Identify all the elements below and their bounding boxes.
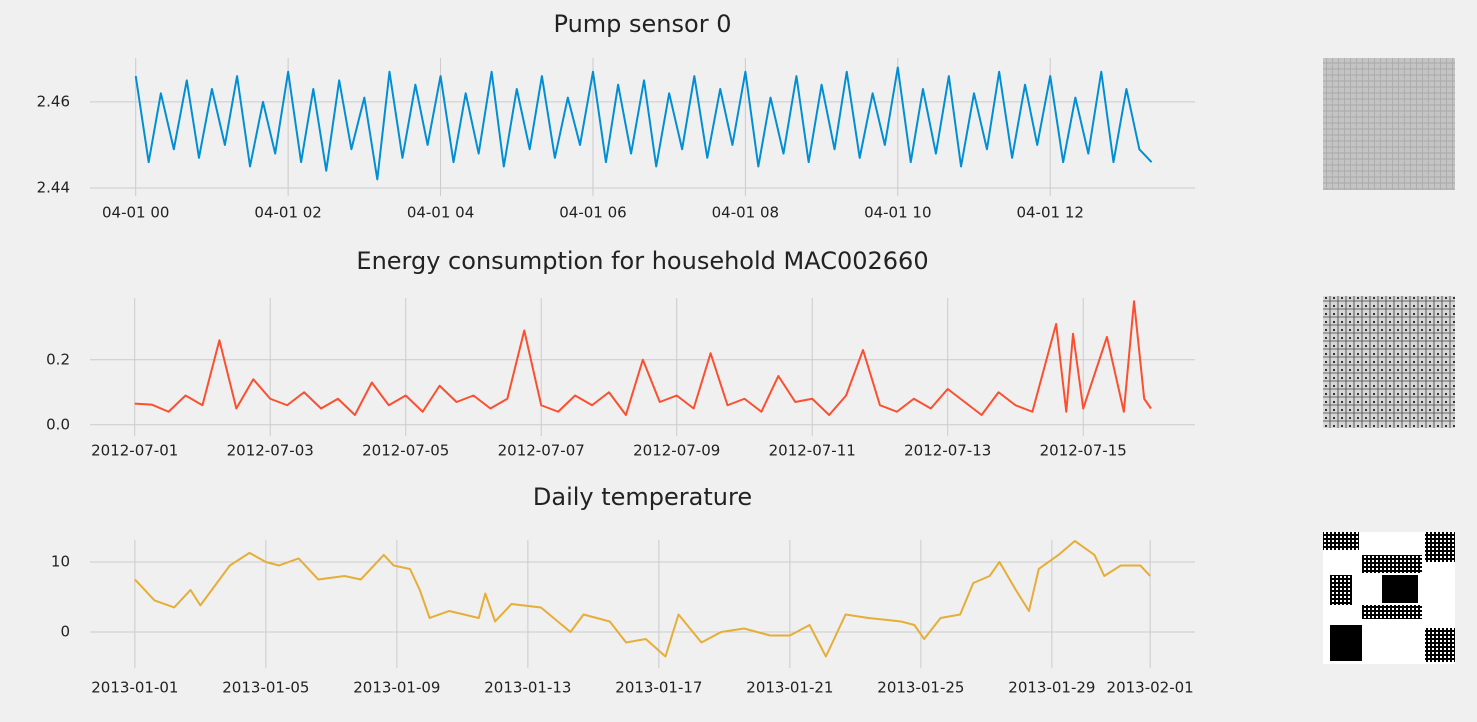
y-tick-label: 2.44 — [37, 179, 70, 197]
x-tick-label: 2013-01-13 — [484, 679, 571, 697]
x-tick-label: 2013-01-25 — [877, 679, 964, 697]
data-line — [134, 539, 1151, 658]
x-tick-label: 2012-07-15 — [1040, 442, 1127, 460]
chart-title: Pump sensor 0 — [554, 10, 732, 38]
x-tick-label: 2012-07-09 — [633, 442, 720, 460]
recurrence-plot — [1323, 58, 1455, 190]
x-tick-label: 04-01 00 — [102, 204, 169, 222]
x-tick-label: 04-01 06 — [559, 204, 626, 222]
recurrence-plot — [1323, 296, 1455, 428]
x-tick-label: 04-01 02 — [254, 204, 321, 222]
x-tick-label: 2013-01-21 — [746, 679, 833, 697]
x-tick-label: 2013-02-01 — [1107, 679, 1194, 697]
x-tick-label: 04-01 10 — [864, 204, 931, 222]
x-tick-label: 2013-01-29 — [1008, 679, 1095, 697]
data-line — [134, 300, 1152, 416]
y-tick-label: 10 — [51, 552, 70, 570]
x-tick-label: 2013-01-01 — [91, 679, 178, 697]
x-tick-label: 04-01 04 — [407, 204, 474, 222]
chart-title: Daily temperature — [533, 483, 752, 511]
y-tick-label: 0.2 — [46, 350, 70, 368]
y-tick-label: 2.46 — [37, 92, 70, 110]
y-tick-label: 0.0 — [46, 415, 70, 433]
x-tick-label: 2013-01-05 — [222, 679, 309, 697]
data-line — [134, 66, 1153, 181]
chart-title: Energy consumption for household MAC0026… — [356, 247, 928, 275]
x-tick-label: 2013-01-17 — [615, 679, 702, 697]
x-tick-label: 2012-07-07 — [498, 442, 585, 460]
x-tick-label: 04-01 08 — [712, 204, 779, 222]
x-tick-label: 2013-01-09 — [353, 679, 440, 697]
x-tick-label: 2012-07-03 — [227, 442, 314, 460]
x-tick-label: 04-01 12 — [1016, 204, 1083, 222]
x-tick-label: 2012-07-05 — [362, 442, 449, 460]
x-tick-label: 2012-07-11 — [769, 442, 856, 460]
recurrence-plot — [1323, 532, 1455, 664]
x-tick-label: 2012-07-13 — [904, 442, 991, 460]
x-tick-label: 2012-07-01 — [91, 442, 178, 460]
y-tick-label: 0 — [60, 622, 70, 640]
